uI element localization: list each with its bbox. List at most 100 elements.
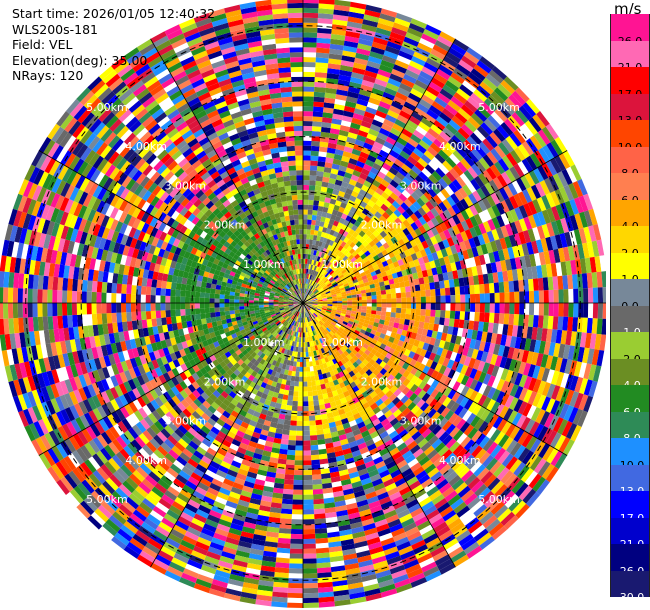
range-gate: [320, 263, 326, 269]
range-gate: [297, 351, 301, 358]
range-gate: [430, 235, 438, 245]
range-gate: [287, 587, 303, 594]
range-gate: [343, 192, 352, 200]
range-gate: [308, 284, 312, 290]
range-gate: [434, 258, 441, 268]
range-gate: [348, 11, 365, 20]
range-gate: [303, 406, 309, 412]
range-gate: [312, 126, 322, 132]
range-gate: [398, 323, 405, 330]
range-gate: [354, 253, 361, 260]
range-gate: [304, 273, 307, 279]
range-gate: [311, 281, 316, 286]
range-gate: [362, 278, 369, 284]
range-gate: [578, 227, 587, 244]
range-gate: [469, 311, 475, 321]
range-gate: [394, 217, 403, 226]
range-gate: [324, 162, 333, 169]
range-gate: [326, 147, 336, 154]
range-gate: [402, 227, 411, 237]
range-gate: [361, 226, 369, 234]
range-gate: [349, 195, 357, 203]
range-gate: [509, 221, 519, 235]
range-gate: [447, 227, 456, 237]
range-gate: [367, 171, 377, 180]
range-gate: [505, 152, 518, 167]
range-gate: [525, 138, 539, 153]
range-gate: [578, 288, 584, 303]
range-gate: [568, 288, 574, 303]
range-gate: [383, 50, 399, 60]
range-gate: [339, 217, 346, 225]
range-gate: [390, 267, 397, 275]
range-gate: [516, 177, 527, 192]
range-gate: [327, 250, 333, 257]
range-gate: [453, 38, 470, 52]
range-gate: [303, 2, 319, 9]
range-gate: [286, 454, 296, 461]
range-gate: [311, 385, 317, 392]
range-gate: [350, 288, 356, 293]
range-gate: [337, 272, 343, 277]
range-gate: [356, 296, 362, 301]
range-gate: [460, 104, 475, 117]
range-gate: [375, 187, 384, 196]
range-gate: [425, 296, 431, 303]
range-gate: [310, 160, 318, 167]
range-gate: [298, 376, 303, 382]
range-gate: [307, 298, 313, 302]
range-gate: [307, 381, 312, 387]
range-gate: [337, 298, 343, 302]
range-gate: [303, 145, 312, 151]
range-gate: [357, 250, 365, 257]
range-gate: [360, 219, 369, 227]
range-gate: [304, 288, 306, 294]
range-gate: [314, 86, 326, 93]
range-gate: [469, 204, 479, 216]
range-gate: [303, 57, 316, 63]
range-gate: [303, 587, 319, 594]
range-gate: [280, 439, 289, 445]
range-gate: [432, 274, 440, 283]
range-gate: [323, 271, 328, 277]
range-gate: [363, 180, 372, 188]
range-gate: [338, 228, 345, 235]
range-gate: [312, 210, 318, 216]
range-gate: [287, 597, 303, 604]
range-gate: [308, 249, 312, 255]
range-gate: [419, 194, 430, 204]
range-gate: [427, 187, 437, 198]
range-gate: [303, 165, 311, 171]
range-gate: [303, 101, 314, 107]
range-gate: [337, 245, 344, 252]
range-gate: [298, 391, 303, 397]
range-gate: [358, 237, 366, 244]
range-gate: [310, 280, 314, 286]
range-gate: [471, 148, 483, 161]
range-gate: [386, 307, 392, 313]
range-gate: [355, 247, 362, 254]
range-gate: [346, 309, 352, 314]
range-gate: [321, 283, 326, 288]
range-gate: [279, 518, 292, 525]
range-gate: [482, 77, 498, 91]
range-gate: [505, 135, 518, 150]
range-gate: [524, 291, 530, 303]
range-gate: [396, 297, 402, 303]
range-gate: [288, 568, 303, 574]
range-gate: [402, 324, 409, 332]
range-gate: [475, 160, 487, 173]
range-gate: [406, 233, 414, 242]
range-gate: [345, 96, 358, 104]
range-gate: [327, 306, 333, 310]
range-gate: [508, 94, 523, 109]
range-gate: [306, 296, 311, 300]
range-gate: [347, 183, 356, 191]
range-gate: [337, 239, 344, 246]
range-gate: [289, 425, 297, 431]
range-gate: [315, 419, 323, 426]
range-gate: [355, 103, 367, 112]
range-gate: [379, 166, 389, 176]
range-gate: [365, 288, 372, 293]
range-gate: [303, 150, 311, 156]
